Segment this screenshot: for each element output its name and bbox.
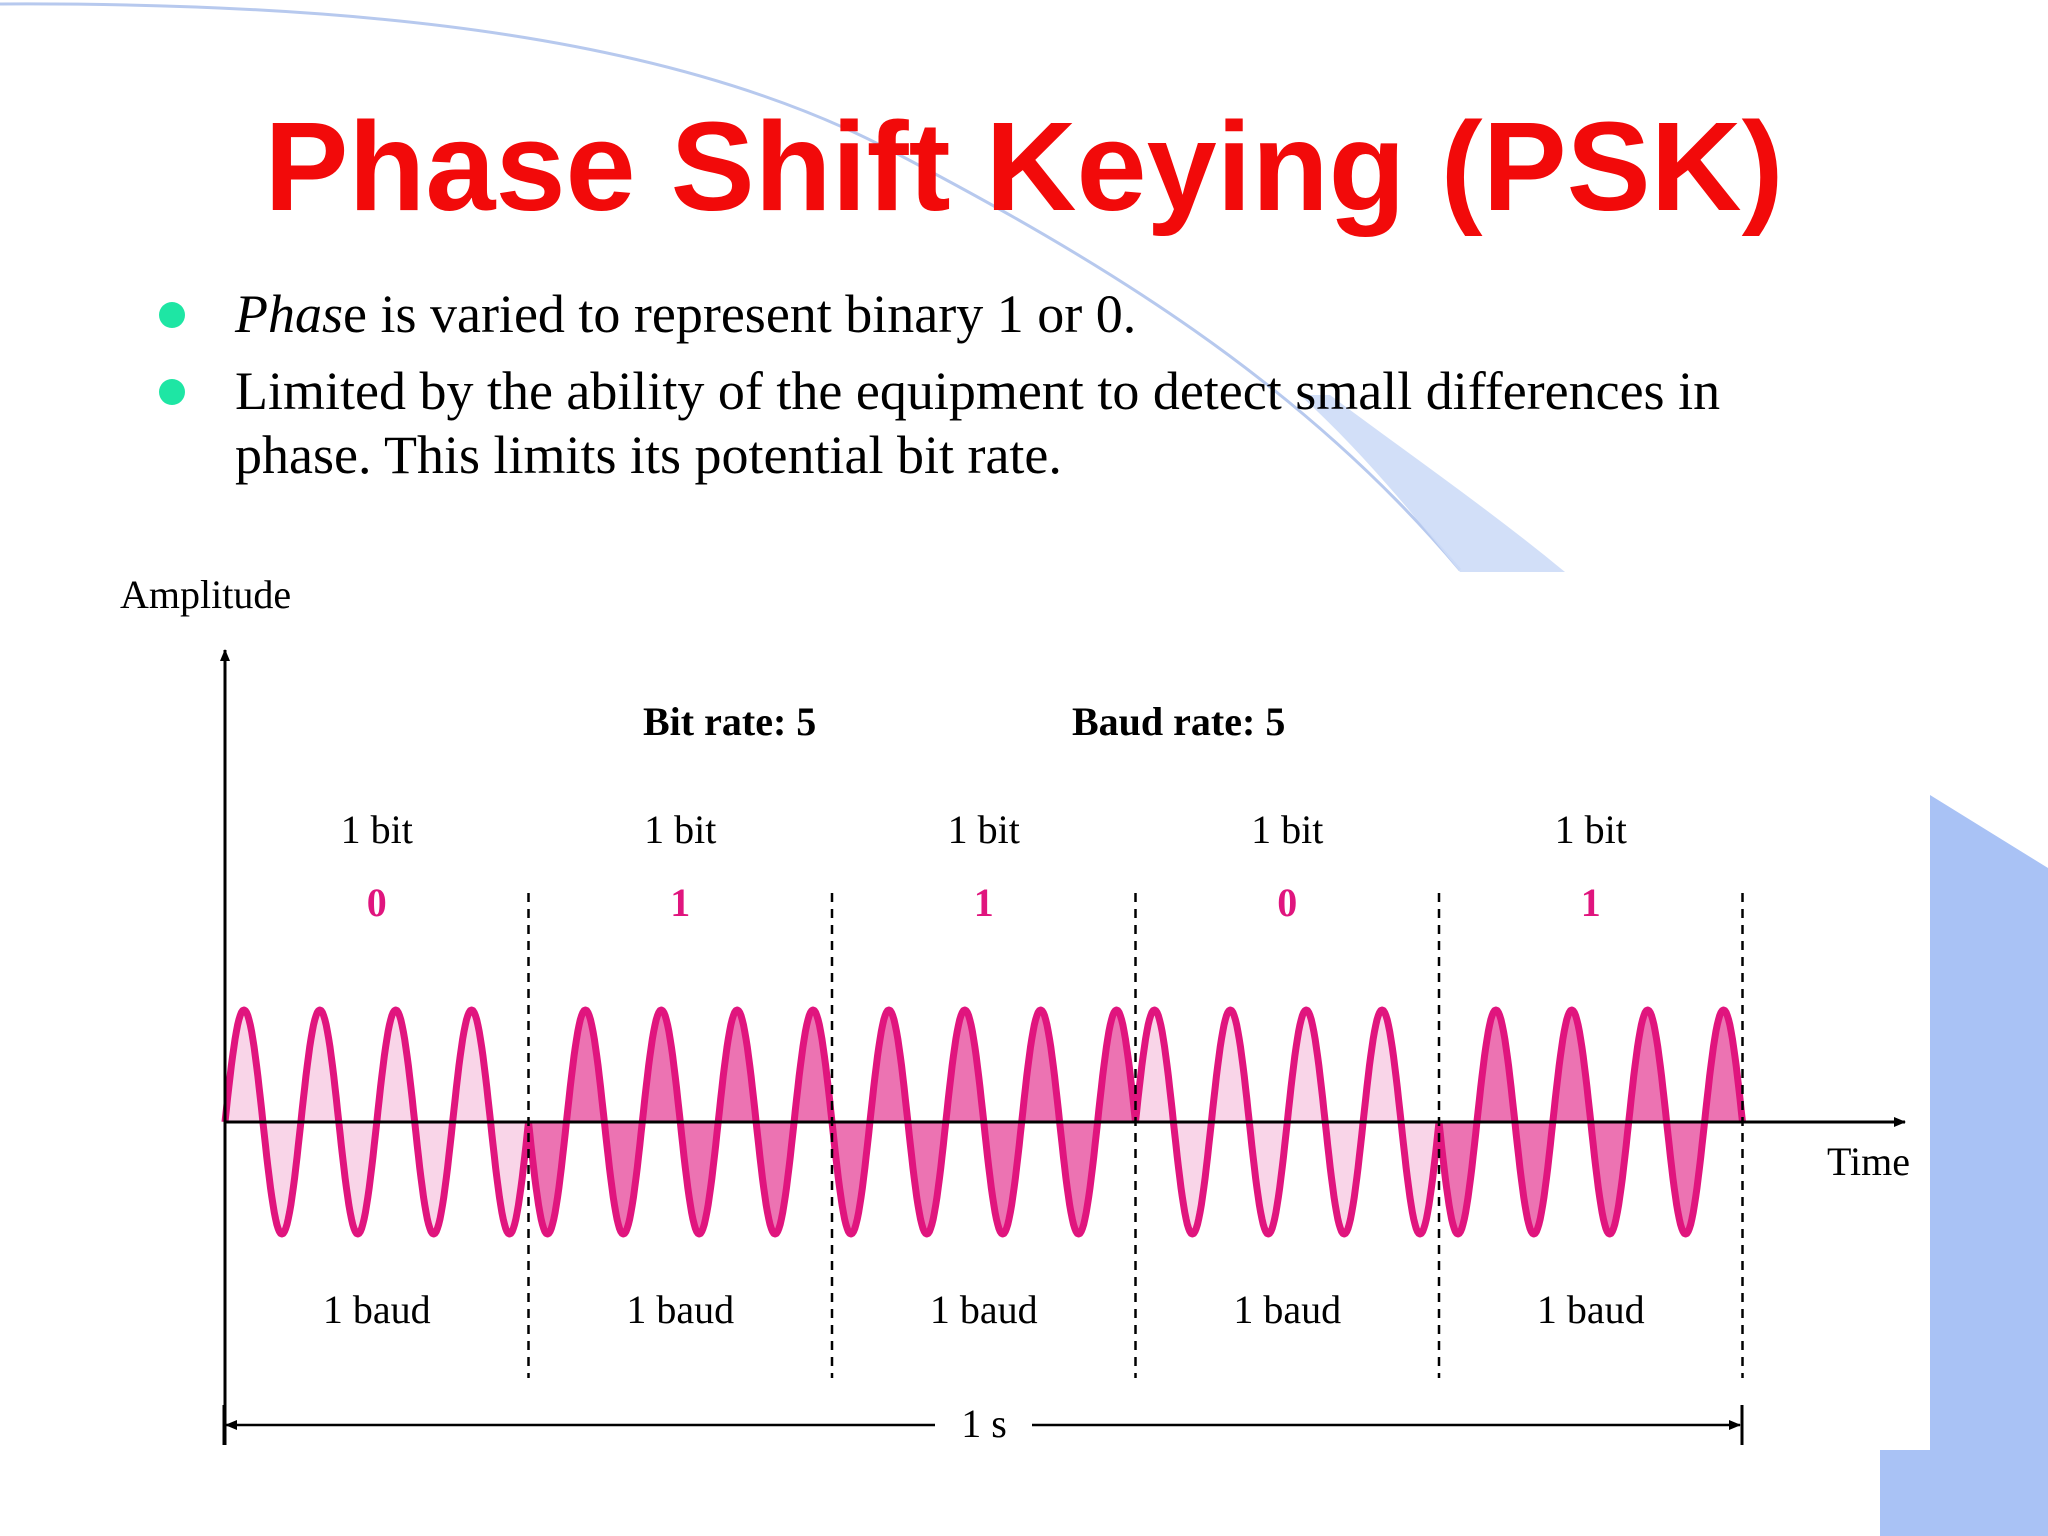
- bit-label: 1 bit: [1251, 807, 1323, 852]
- bullet-dot-icon: [159, 379, 185, 405]
- bullet-item: Limited by the ability of the equipment …: [150, 359, 1830, 487]
- bit-value: 1: [1581, 880, 1601, 925]
- y-axis-label: Amplitude: [120, 572, 291, 617]
- bullet-text: e is varied to represent binary 1 or 0.: [343, 284, 1137, 344]
- duration-label: 1 s: [961, 1401, 1007, 1446]
- bit-value: 1: [974, 880, 994, 925]
- bullet-dot-icon: [159, 302, 185, 328]
- bullet-emphasis: Phas: [235, 284, 343, 344]
- slide-title: Phase Shift Keying (PSK): [264, 96, 1784, 237]
- bit-label: 1 bit: [948, 807, 1020, 852]
- bit-label: 1 bit: [644, 807, 716, 852]
- baud-rate-label: Baud rate: 5: [1072, 699, 1285, 744]
- bullet-text: Limited by the ability of the equipment …: [235, 361, 1721, 485]
- baud-label: 1 baud: [1233, 1287, 1341, 1332]
- bit-rate-label: Bit rate: 5: [643, 699, 816, 744]
- baud-label: 1 baud: [1537, 1287, 1645, 1332]
- bit-value: 1: [670, 880, 690, 925]
- bullet-list: Phase is varied to represent binary 1 or…: [150, 282, 1830, 500]
- decorative-side-panel: [1880, 795, 2048, 1536]
- bit-label: 1 bit: [1555, 807, 1627, 852]
- decorative-swoosh-curve: [0, 2, 1462, 571]
- decorative-swoosh-band: [1300, 395, 1565, 572]
- bullet-item: Phase is varied to represent binary 1 or…: [150, 282, 1830, 346]
- bit-label: 1 bit: [341, 807, 413, 852]
- bit-dividers: [527, 893, 1744, 1378]
- bit-value: 0: [367, 880, 387, 925]
- baud-label: 1 baud: [626, 1287, 734, 1332]
- bit-value: 0: [1277, 880, 1297, 925]
- baud-label: 1 baud: [930, 1287, 1038, 1332]
- x-axis-label: Time: [1827, 1139, 1910, 1184]
- baud-label: 1 baud: [323, 1287, 431, 1332]
- segment-labels: 1 bit 0 1 baud 1 bit 1 1 baud 1 bit 1 1 baud 1 bi…: [323, 807, 1645, 1332]
